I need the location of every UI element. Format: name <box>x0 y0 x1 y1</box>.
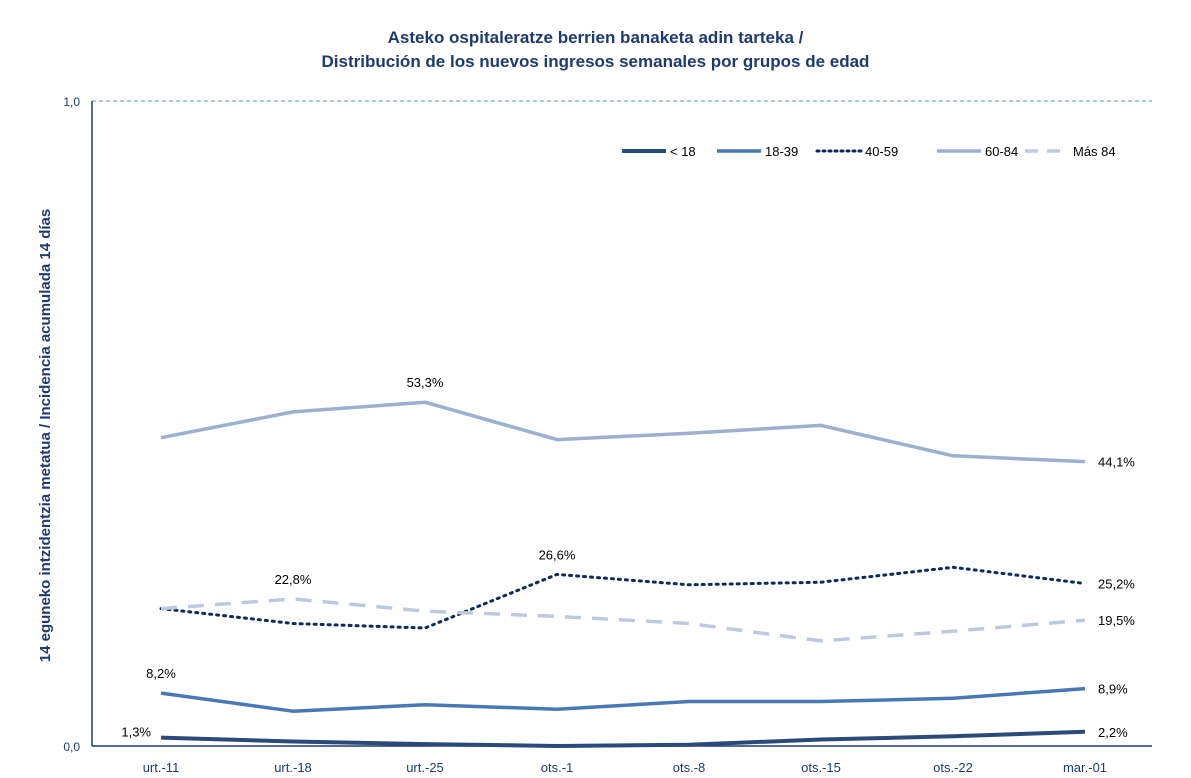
series-line <box>160 686 1086 713</box>
chart-subtitle: Distribución de los nuevos ingresos sema… <box>321 52 870 71</box>
y-tick-label: 0,0 <box>63 740 80 754</box>
data-label: 25,2% <box>1098 576 1135 591</box>
y-axis-label: 14 eguneko intzidentzia metatua / Incide… <box>37 209 54 662</box>
legend-label: 60-84 <box>985 144 1018 159</box>
data-label: 8,9% <box>1098 682 1128 697</box>
series-line <box>160 597 1086 643</box>
x-tick-label: urt.-11 <box>143 760 180 775</box>
x-tick-label: urt.-18 <box>274 760 312 775</box>
x-tick-label: ots.-22 <box>933 760 973 775</box>
x-tick-label: urt.-25 <box>406 760 444 775</box>
series-line <box>160 400 1086 464</box>
x-tick-label: ots.-1 <box>541 760 574 775</box>
x-tick-label: ots.-15 <box>801 760 841 775</box>
data-label: 26,6% <box>539 547 576 562</box>
series-line <box>160 729 1086 748</box>
legend-label: 40-59 <box>865 144 898 159</box>
y-tick-label: 1,0 <box>63 95 80 109</box>
chart-title: Asteko ospitaleratze berrien banaketa ad… <box>387 28 804 47</box>
series-line <box>159 565 1087 630</box>
legend-label: Más 84 <box>1073 144 1116 159</box>
data-label: 44,1% <box>1098 455 1135 470</box>
data-label: 8,2% <box>146 666 176 681</box>
x-tick-label: mar.-01 <box>1063 760 1107 775</box>
data-label: 2,2% <box>1098 725 1128 740</box>
legend-label: 18-39 <box>765 144 798 159</box>
data-label: 53,3% <box>407 375 444 390</box>
data-label: 19,5% <box>1098 613 1135 628</box>
data-label: 22,8% <box>275 572 312 587</box>
data-label: 1,3% <box>121 725 151 740</box>
x-tick-label: ots.-8 <box>673 760 706 775</box>
legend-label: < 18 <box>670 144 696 159</box>
